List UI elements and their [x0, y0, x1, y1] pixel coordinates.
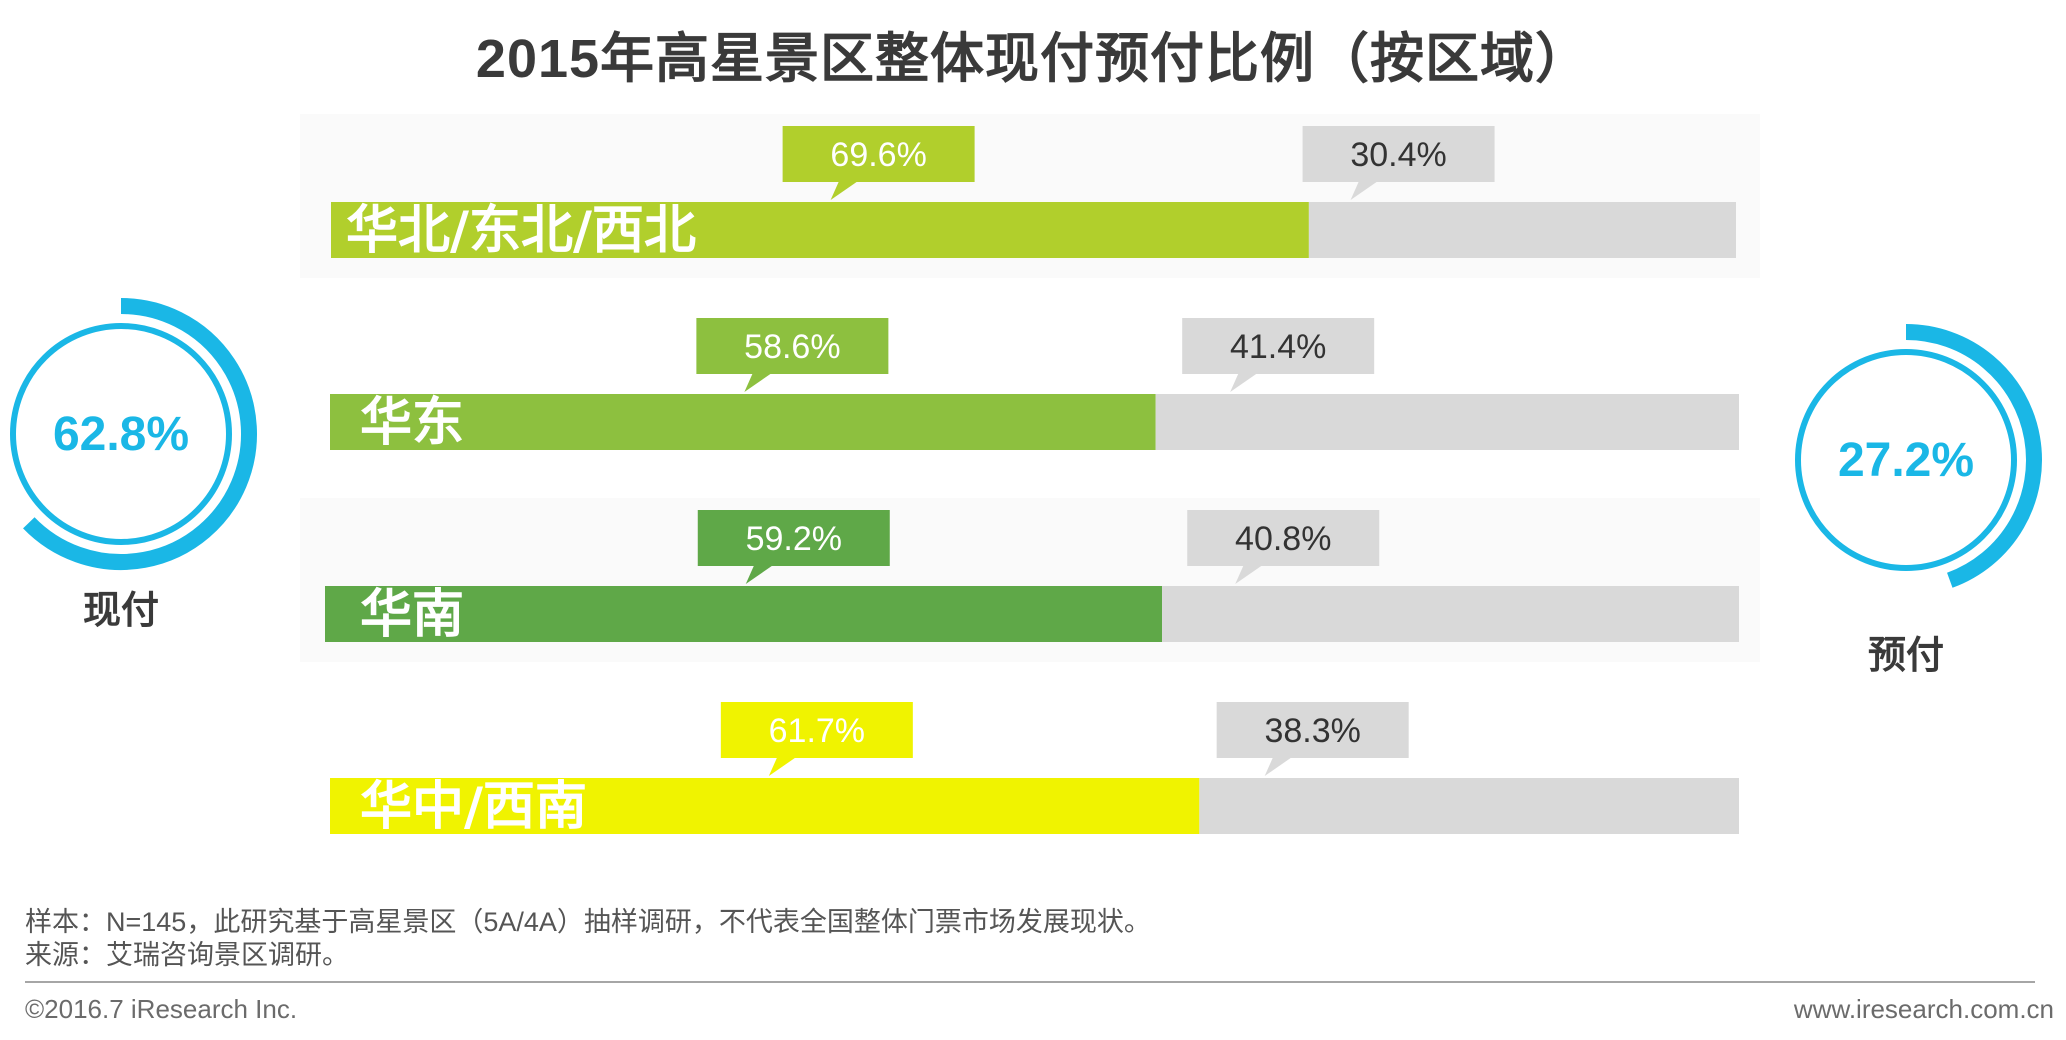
stacked-bar-chart: 华北/东北/西北 69.6% 30.4% 华东 58.6% 41.4% 华南 59.2% 40.… — [10, 126, 2042, 837]
bar-cash — [330, 778, 1200, 834]
sample-note: 样本：N=145，此研究基于高星景区（5A/4A）抽样调研，不代表全国整体门票市… — [25, 907, 1151, 937]
chart-title: 2015年高星景区整体现付预付比例（按区域） — [475, 29, 1591, 89]
value-label-cash: 59.2% — [746, 520, 842, 558]
value-label-cash: 69.6% — [830, 136, 926, 174]
category-label: 华东 — [360, 393, 464, 453]
prepay-value-text: 27.2% — [1838, 434, 1974, 487]
value-label-prepay: 38.3% — [1264, 712, 1360, 750]
prepay-inner-ring — [1795, 349, 2017, 571]
bar-prepay — [1162, 586, 1739, 642]
bar-prepay — [1155, 394, 1739, 450]
bar-cash — [325, 586, 1163, 642]
category-label: 华南 — [360, 585, 464, 645]
value-label-prepay: 41.4% — [1230, 328, 1326, 366]
value-label-prepay: 30.4% — [1350, 136, 1446, 174]
cash-inner-ring — [10, 323, 232, 545]
cash-label: 现付 — [83, 588, 159, 632]
bar-cash — [330, 394, 1156, 450]
callout-prepay — [1187, 510, 1380, 584]
cash-value-text: 62.8% — [53, 408, 189, 461]
value-label-cash: 58.6% — [744, 328, 840, 366]
prepay-label: 预付 — [1868, 633, 1944, 677]
category-label: 华中/西南 — [360, 777, 587, 837]
bar-cash — [331, 202, 1309, 258]
callout-cash — [782, 126, 975, 200]
value-label-prepay: 40.8% — [1235, 520, 1331, 558]
prepay-value-arc — [1905, 324, 2042, 588]
callout-prepay — [1216, 702, 1409, 776]
cash-value-arc — [23, 298, 257, 570]
copyright-text: ©2016.7 iResearch Inc. — [25, 994, 298, 1024]
category-label: 华北/东北/西北 — [346, 201, 696, 261]
callout-cash — [720, 702, 913, 776]
bar-prepay — [1199, 778, 1739, 834]
footer-divider — [25, 981, 2035, 983]
callout-prepay — [1302, 126, 1495, 200]
chart-area: 华北/东北/西北 69.6% 30.4% 华东 58.6% 41.4% 华南 59.2% 40.… — [10, 126, 2042, 837]
website-link[interactable]: www.iresearch.com.cn — [1793, 994, 2054, 1024]
callout-prepay — [1182, 318, 1375, 392]
callout-cash — [697, 510, 890, 584]
callout-cash — [696, 318, 889, 392]
value-label-cash: 61.7% — [769, 712, 865, 750]
source-note: 来源：艾瑞咨询景区调研。 — [25, 940, 349, 970]
bar-prepay — [1308, 202, 1736, 258]
